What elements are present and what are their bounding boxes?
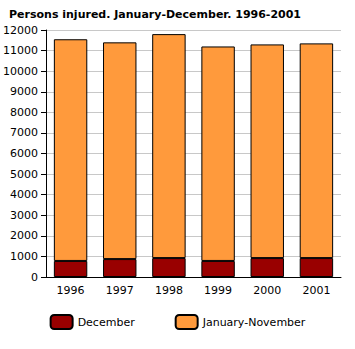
svg-text:2001: 2001: [302, 284, 330, 297]
svg-text:1998: 1998: [155, 284, 183, 297]
svg-text:2000: 2000: [253, 284, 281, 297]
svg-text:11000: 11000: [3, 44, 38, 57]
svg-text:5000: 5000: [10, 168, 38, 181]
svg-text:4000: 4000: [10, 188, 38, 201]
svg-text:0: 0: [31, 271, 38, 284]
svg-text:Persons injured. January-Decem: Persons injured. January-December. 1996-…: [9, 8, 301, 21]
svg-text:2000: 2000: [10, 229, 38, 242]
svg-text:9000: 9000: [10, 85, 38, 98]
svg-text:January-November: January-November: [202, 316, 306, 329]
svg-text:6000: 6000: [10, 147, 38, 160]
svg-text:December: December: [78, 316, 136, 329]
svg-text:8000: 8000: [10, 106, 38, 119]
svg-text:7000: 7000: [10, 126, 38, 139]
svg-text:10000: 10000: [3, 65, 38, 78]
svg-text:1000: 1000: [10, 250, 38, 263]
svg-text:3000: 3000: [10, 209, 38, 222]
svg-text:1997: 1997: [106, 284, 134, 297]
svg-text:1996: 1996: [57, 284, 85, 297]
svg-text:1999: 1999: [204, 284, 232, 297]
svg-text:12000: 12000: [3, 24, 38, 37]
